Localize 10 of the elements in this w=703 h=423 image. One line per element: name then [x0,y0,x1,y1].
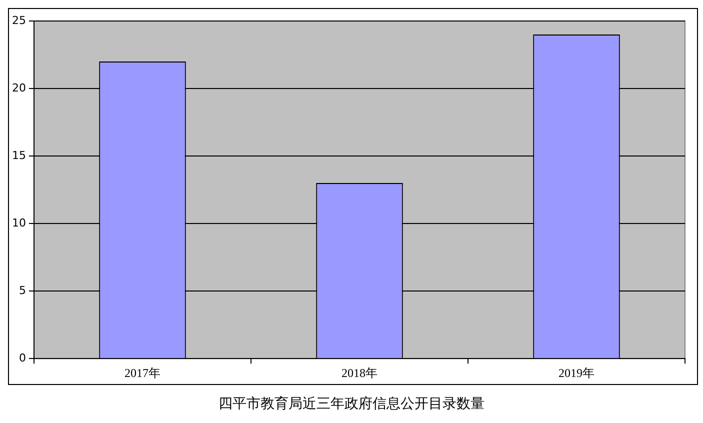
x-tick-label: 2018年 [342,366,378,380]
y-tick-label: 15 [12,148,26,162]
x-tick-label: 2017年 [124,366,160,380]
y-tick-label: 0 [18,351,26,364]
y-tick-label: 20 [12,81,26,94]
x-tick-label: 2019年 [558,366,594,380]
y-tick-label: 25 [12,14,26,27]
y-tick-label: 10 [12,216,26,230]
text: 四平市教育局近三年政府信息公开目录数量 [218,395,486,413]
y-tick-label: 5 [18,284,26,297]
